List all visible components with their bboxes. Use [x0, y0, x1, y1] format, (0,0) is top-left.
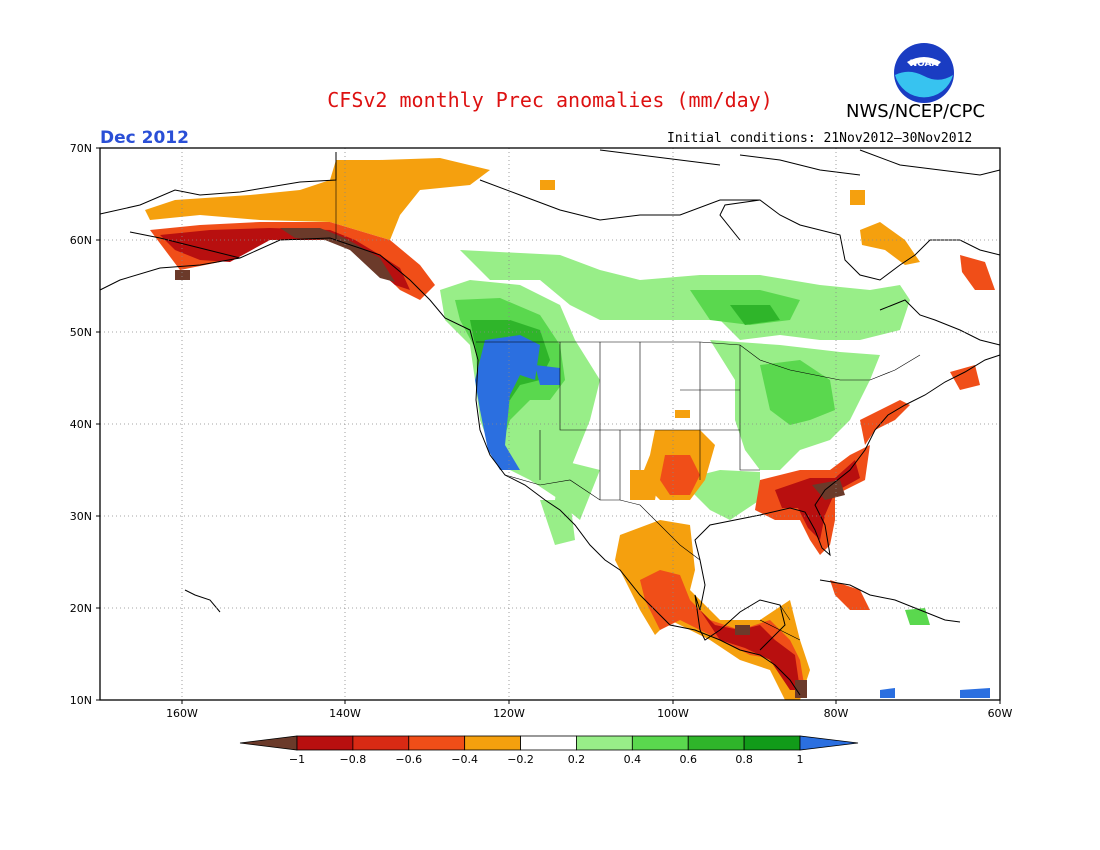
initial-conditions: Initial conditions: 21Nov2012–30Nov2012: [667, 131, 973, 146]
colorbar-extend-high: [799, 735, 859, 751]
colorbar-segment: [464, 735, 521, 751]
colorbar-label: 0.2: [568, 753, 586, 766]
colorbar-segment: [631, 735, 689, 751]
colorbar-label: −0.8: [340, 753, 367, 766]
noaa-logo: NOAA: [894, 43, 954, 103]
lon-label: 80W: [824, 707, 849, 720]
lat-label: 10N: [70, 694, 92, 707]
colorbar-label: 0.6: [679, 753, 697, 766]
chart-title: CFSv2 monthly Prec anomalies (mm/day): [327, 88, 773, 112]
gridlines: [100, 148, 1000, 700]
lat-label: 20N: [70, 602, 92, 615]
anomaly-shading: [145, 158, 995, 700]
colorbar-segment: [352, 735, 410, 751]
forecast-month: Dec 2012: [100, 128, 189, 148]
lon-label: 100W: [657, 707, 689, 720]
colorbar-label: 0.8: [735, 753, 753, 766]
borders: [335, 152, 921, 641]
lon-label: 120W: [493, 707, 525, 720]
lon-label: 60W: [988, 707, 1013, 720]
colorbar: −1 −0.8 −0.6 −0.4 −0.2 0.2 0.4 0.6 0.8 1: [239, 735, 859, 766]
colorbar-label: 0.4: [624, 753, 642, 766]
coastlines: [99, 149, 1001, 696]
colorbar-label: 1: [797, 753, 804, 766]
colorbar-label: −0.2: [507, 753, 534, 766]
colorbar-segment: [520, 735, 577, 751]
axis-ticks: [96, 147, 1001, 704]
colorbar-label: −1: [289, 753, 305, 766]
colorbar-extend-low: [239, 735, 298, 751]
colorbar-segment: [743, 735, 801, 751]
lat-label: 70N: [70, 142, 92, 155]
lat-label: 50N: [70, 326, 92, 339]
colorbar-label: −0.4: [451, 753, 478, 766]
noaa-logo-text: NOAA: [910, 59, 939, 69]
colorbar-segment: [687, 735, 745, 751]
agency-label: NWS/NCEP/CPC: [846, 101, 986, 122]
lat-label: 30N: [70, 510, 92, 523]
lon-label: 140W: [329, 707, 361, 720]
lon-label: 160W: [166, 707, 198, 720]
colorbar-label: −0.6: [395, 753, 422, 766]
colorbar-segment: [408, 735, 466, 751]
colorbar-segment: [576, 735, 633, 751]
lat-label: 60N: [70, 234, 92, 247]
lat-label: 40N: [70, 418, 92, 431]
colorbar-segment: [296, 735, 354, 751]
